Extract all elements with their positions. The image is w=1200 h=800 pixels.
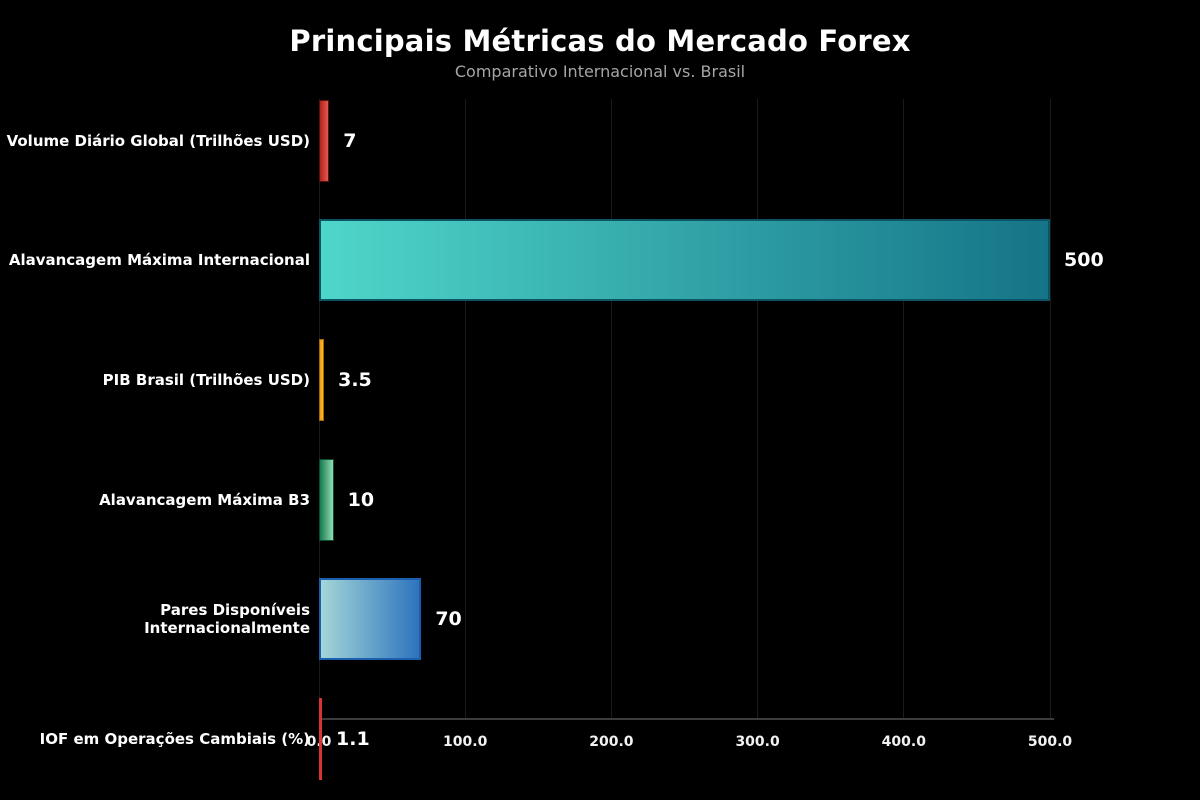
bar-1 <box>319 219 1050 302</box>
x-tick-label-500.0: 500.0 <box>1027 734 1073 750</box>
chart-subtitle: Comparativo Internacional vs. Brasil <box>454 62 746 81</box>
category-label: PIB Brasil (Trilhões USD) <box>102 370 310 389</box>
gridline-x-100 <box>464 99 466 719</box>
bar-3 <box>319 458 334 541</box>
x-tick-label-300.0: 300.0 <box>735 734 780 750</box>
chart-title: Principais Métricas do Mercado Forex <box>289 24 911 58</box>
value-label: 7 <box>343 129 357 152</box>
value-label: 10 <box>347 488 375 511</box>
value-label: 3.5 <box>338 368 372 391</box>
bar-4 <box>319 578 422 661</box>
value-label: 1.1 <box>336 728 370 750</box>
gridline-x-500 <box>1049 99 1051 719</box>
value-label: 70 <box>435 608 462 631</box>
x-tick-label-100.0: 100.0 <box>443 734 488 750</box>
value-label: 500 <box>1064 249 1104 272</box>
bar-5 <box>319 698 322 780</box>
gridline-x-200 <box>610 99 612 719</box>
bar-0 <box>319 99 330 182</box>
bar-2 <box>319 338 325 421</box>
category-label: Pares Disponíveis Internacionalmente <box>144 601 310 638</box>
category-label: IOF em Operações Cambiais (%) <box>39 730 310 748</box>
x-axis-line <box>319 718 1054 720</box>
x-tick-label-400.0: 400.0 <box>881 734 926 750</box>
category-label: Alavancagem Máxima B3 <box>99 490 310 509</box>
gridline-x-400 <box>903 99 905 719</box>
x-tick-label-200.0: 200.0 <box>589 734 634 750</box>
category-label: Volume Diário Global (Trilhões USD) <box>6 131 310 150</box>
category-label: Alavancagem Máxima Internacional <box>8 251 310 270</box>
gridline-x-300 <box>757 99 759 719</box>
